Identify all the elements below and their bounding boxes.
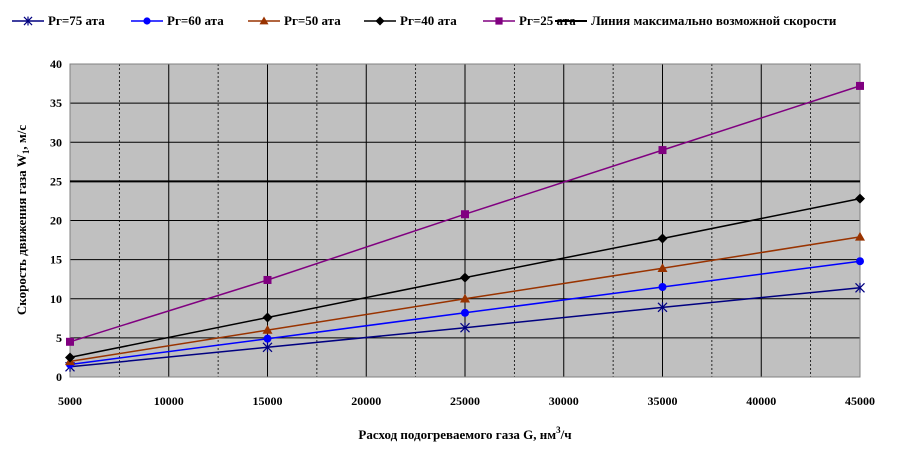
data-point-circle: [658, 283, 667, 292]
x-tick-label: 35000: [648, 394, 678, 408]
x-tick-label: 45000: [845, 394, 875, 408]
y-tick-label: 25: [50, 174, 62, 188]
x-axis-title-superscript: 3: [556, 425, 561, 435]
legend-item-2: Pг=60 ата: [131, 13, 224, 28]
x-tick-label: 5000: [58, 394, 82, 408]
data-point-diamond: [855, 193, 865, 204]
y-tick-label: 10: [50, 292, 62, 306]
data-point-triangle: [259, 16, 269, 25]
x-tick-label: 30000: [549, 394, 579, 408]
x-tick-label: 10000: [154, 394, 184, 408]
y-axis-title: Скорость движения газа W1, м/с: [14, 125, 31, 315]
y-axis-title-subscript: 1: [21, 149, 31, 154]
data-point-diamond: [375, 16, 385, 26]
x-axis-title-suffix: /ч: [560, 427, 572, 442]
y-tick-label: 35: [50, 96, 62, 110]
data-point-asterisk: [23, 16, 33, 26]
legend-label: Pг=60 ата: [167, 13, 224, 28]
plot-border: [69, 63, 861, 378]
data-point-square: [856, 81, 864, 90]
x-tick-label: 40000: [746, 394, 776, 408]
data-point-square: [263, 275, 272, 284]
data-point-diamond: [262, 312, 273, 323]
data-point-triangle: [262, 325, 273, 334]
x-tick-label: 20000: [351, 394, 381, 408]
x-tick-label: 25000: [450, 394, 480, 408]
legend-item-4: Pг=40 ата: [364, 13, 457, 28]
series-2: [66, 257, 864, 369]
data-point-square: [461, 210, 469, 219]
grid: [69, 63, 861, 378]
y-axis-title-suffix: , м/с: [14, 125, 29, 150]
data-point-diamond: [657, 233, 668, 244]
data-point-diamond: [65, 352, 75, 363]
legend-item-3: Pг=50 ата: [248, 13, 341, 28]
legend-item-1: Pг=75 ата: [12, 13, 105, 28]
series-5: [66, 81, 864, 346]
data-point-diamond: [460, 272, 470, 283]
y-tick-label: 40: [50, 57, 62, 71]
x-axis-title: Расход подогреваемого газа G, нм3/ч: [358, 425, 571, 442]
legend-label: Pг=25 ата: [519, 13, 576, 28]
y-axis-title-main: Скорость движения газа W: [14, 154, 29, 315]
series-group: [65, 81, 865, 372]
legend-item-5: Pг=25 ата: [483, 13, 576, 28]
data-point-triangle: [657, 263, 668, 272]
y-tick-label: 20: [50, 214, 62, 228]
data-point-square: [495, 17, 503, 25]
data-point-circle: [143, 17, 151, 25]
legend-label: Pг=50 ата: [284, 13, 341, 28]
legend-label: Pг=75 ата: [48, 13, 105, 28]
data-point-square: [658, 146, 667, 155]
legend-label: Pг=40 ата: [400, 13, 457, 28]
data-point-circle: [856, 257, 864, 266]
data-point-square: [66, 337, 74, 346]
x-tick-label: 15000: [253, 394, 283, 408]
data-point-triangle: [855, 231, 865, 241]
y-tick-label: 0: [56, 370, 62, 384]
legend: Pг=75 ата Pг=60 ата Pг=50 ата Pг=40 ата Pг=2…: [12, 13, 837, 28]
data-point-asterisk: [855, 282, 865, 293]
legend-item-6: Линия максимально возможной скорости: [555, 13, 837, 28]
x-axis-title-main: Расход подогреваемого газа G, нм: [358, 427, 556, 442]
data-point-circle: [263, 334, 272, 343]
y-tick-label: 5: [56, 331, 62, 345]
series-3: [65, 231, 865, 366]
series-4: [65, 193, 865, 363]
data-point-triangle: [460, 293, 470, 303]
data-point-asterisk: [262, 342, 273, 353]
data-point-asterisk: [657, 302, 668, 313]
y-tick-label: 15: [50, 253, 62, 267]
data-point-asterisk: [460, 322, 470, 333]
legend-label: Линия максимально возможной скорости: [591, 13, 837, 28]
y-tick-label: 30: [50, 135, 62, 149]
data-point-circle: [461, 308, 469, 317]
